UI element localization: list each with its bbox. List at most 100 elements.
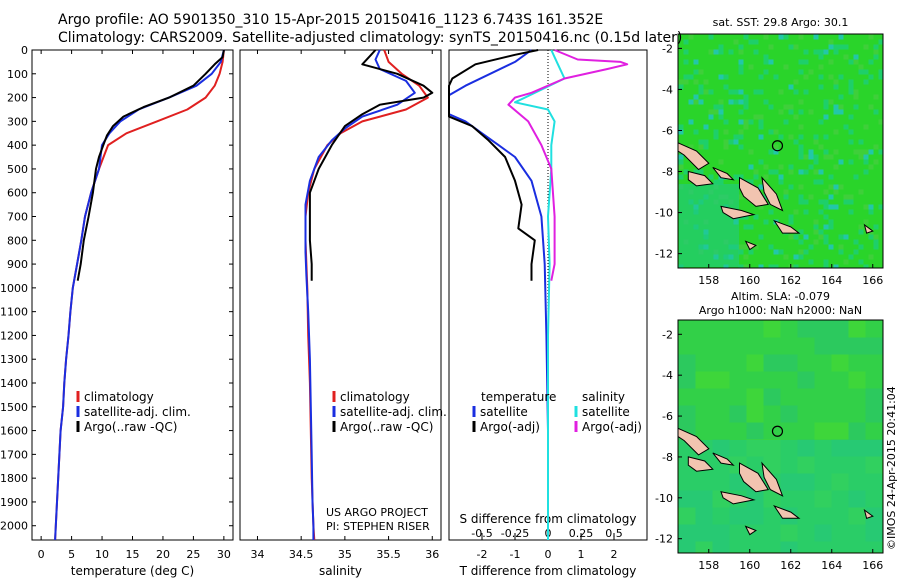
map-pixel	[868, 234, 874, 240]
map-pixel	[783, 194, 789, 200]
map-pixel	[763, 54, 769, 60]
map-pixel	[678, 405, 696, 423]
map-pixel	[828, 74, 834, 80]
map-pixel	[723, 74, 729, 80]
s-difference-tick-label: -0.25	[501, 527, 529, 540]
map-pixel	[780, 541, 798, 553]
map-pixel	[738, 249, 744, 255]
map-pixel	[863, 44, 869, 50]
map-pixel	[723, 129, 729, 135]
island-shape	[744, 525, 757, 536]
map-pixel	[733, 134, 739, 140]
depth-tick-label: 1900	[0, 496, 28, 509]
map-pixel	[798, 254, 804, 260]
map-pixel	[763, 164, 769, 170]
map-pixel	[808, 109, 814, 115]
legend-label: Argo(-adj)	[480, 420, 540, 434]
map-pixel	[838, 104, 844, 110]
map-pixel	[713, 49, 719, 55]
map-pixel	[818, 199, 824, 205]
map-pixel	[768, 44, 774, 50]
map-pixel	[823, 214, 829, 220]
map-pixel	[743, 124, 749, 130]
map-pixel	[865, 507, 883, 525]
island-shape	[863, 508, 874, 519]
map-pixel	[695, 490, 713, 508]
legend-label: Argo(-adj)	[582, 420, 642, 434]
depth-tick-label: 0	[21, 44, 28, 57]
map-pixel	[823, 49, 829, 55]
map-pixel	[808, 149, 814, 155]
map-pixel	[703, 89, 709, 95]
map-pixel	[828, 44, 834, 50]
map-pixel	[865, 337, 883, 355]
map-pixel	[803, 49, 809, 55]
map-pixel	[713, 179, 719, 185]
lon-tick-label: 158	[698, 274, 719, 287]
map-pixel	[793, 254, 799, 260]
map-pixel	[818, 119, 824, 125]
map-pixel	[868, 254, 874, 260]
map-pixel	[873, 44, 879, 50]
map-pixel	[853, 149, 859, 155]
map-pixel	[838, 244, 844, 250]
map-pixel	[863, 219, 869, 225]
map-pixel	[780, 473, 798, 491]
map-pixel	[738, 99, 744, 105]
map-pixel	[753, 49, 759, 55]
map-pixel	[748, 249, 754, 255]
map-pixel	[878, 204, 883, 210]
map-pixel	[833, 44, 839, 50]
map-pixel	[793, 44, 799, 50]
temperature-series-argo-raw-qc	[76, 49, 225, 281]
map-pixel	[688, 99, 694, 105]
map-pixel	[803, 59, 809, 65]
salinity-xtick-label: 34.5	[289, 548, 314, 561]
island-shape	[739, 462, 770, 493]
map-pixel	[688, 119, 694, 125]
salinity-xtick-label: 35.5	[376, 548, 401, 561]
map-pixel	[763, 320, 781, 338]
map-pixel	[813, 179, 819, 185]
island-shape	[739, 176, 770, 207]
map-pixel	[708, 174, 714, 180]
map-pixel	[858, 64, 864, 70]
map-pixel	[831, 337, 849, 355]
map-pixel	[865, 405, 883, 423]
map-pixel	[818, 179, 824, 185]
map-pixel	[728, 139, 734, 145]
map-pixel	[838, 74, 844, 80]
map-pixel	[828, 99, 834, 105]
map-pixel	[868, 209, 874, 215]
map-pixel	[823, 149, 829, 155]
map-pixel	[713, 134, 719, 140]
map-pixel	[873, 49, 879, 55]
map-pixel	[813, 224, 819, 230]
map-pixel	[848, 129, 854, 135]
map-pixel	[763, 194, 769, 200]
map-pixel	[783, 254, 789, 260]
map-pixel	[797, 439, 815, 457]
map-pixel	[808, 69, 814, 75]
lon-tick-label: 164	[821, 274, 842, 287]
legend-label: satellite	[480, 405, 528, 419]
map-pixel	[743, 34, 749, 40]
map-pixel	[763, 174, 769, 180]
map-pixel	[746, 507, 764, 525]
map-pixel	[828, 174, 834, 180]
map-pixel	[683, 79, 689, 85]
map-pixel	[763, 219, 769, 225]
map-pixel	[833, 164, 839, 170]
map-pixel	[718, 49, 724, 55]
map-pixel	[693, 99, 699, 105]
map-pixel	[708, 114, 714, 120]
map-pixel	[746, 405, 764, 423]
map-pixel	[797, 371, 815, 389]
map-pixel	[813, 139, 819, 145]
map-pixel	[863, 69, 869, 75]
map-pixel	[823, 134, 829, 140]
salinity-xtick-label: 35	[338, 548, 352, 561]
map-pixel	[798, 149, 804, 155]
map-pixel	[833, 149, 839, 155]
map-pixel	[678, 524, 696, 542]
